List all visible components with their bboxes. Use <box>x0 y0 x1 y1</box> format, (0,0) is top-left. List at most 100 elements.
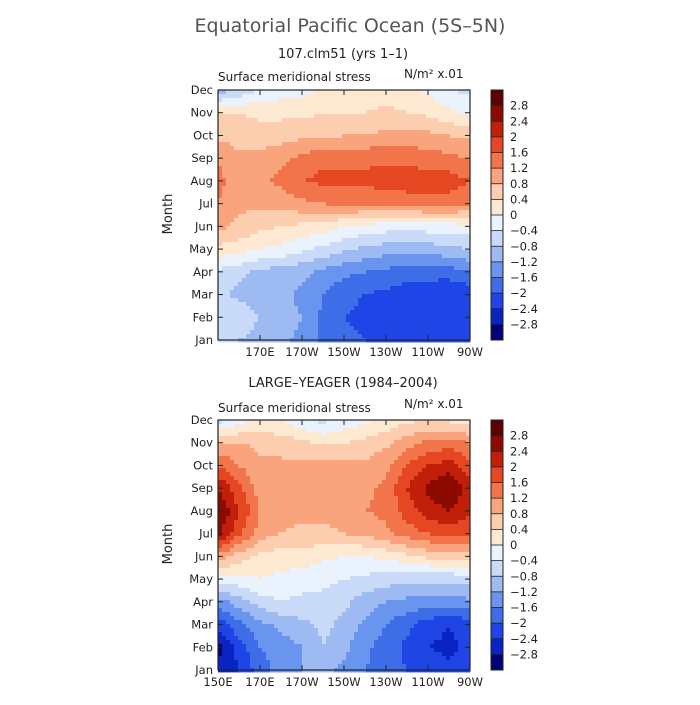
contour-cell <box>450 270 454 274</box>
contour-cell <box>386 468 390 472</box>
contour-cell <box>246 428 250 432</box>
contour-cell <box>258 162 262 166</box>
contour-cell <box>238 322 242 326</box>
contour-cell <box>318 444 322 448</box>
contour-cell <box>446 118 450 122</box>
contour-cell <box>218 476 222 480</box>
contour-cell <box>454 142 458 146</box>
contour-cell <box>346 182 350 186</box>
contour-cell <box>374 222 378 226</box>
contour-cell <box>258 294 262 298</box>
contour-cell <box>362 238 366 242</box>
contour-cell <box>370 106 374 110</box>
contour-cell <box>334 310 338 314</box>
contour-cell <box>418 122 422 126</box>
contour-cell <box>266 238 270 242</box>
contour-cell <box>246 234 250 238</box>
contour-cell <box>442 98 446 102</box>
contour-cell <box>442 290 446 294</box>
contour-cell <box>346 286 350 290</box>
contour-cell <box>306 258 310 262</box>
contour-cell <box>326 448 330 452</box>
contour-cell <box>230 118 234 122</box>
contour-cell <box>342 432 346 436</box>
contour-cell <box>422 294 426 298</box>
contour-cell <box>402 202 406 206</box>
contour-cell <box>302 90 306 94</box>
contour-cell <box>330 428 334 432</box>
contour-cell <box>246 194 250 198</box>
contour-cell <box>230 440 234 444</box>
contour-cell <box>286 424 290 428</box>
contour-cell <box>410 306 414 310</box>
contour-cell <box>366 230 370 234</box>
contour-cell <box>402 456 406 460</box>
contour-cell <box>438 444 442 448</box>
contour-cell <box>262 302 266 306</box>
contour-cell <box>222 114 226 118</box>
contour-cell <box>238 106 242 110</box>
contour-cell <box>222 210 226 214</box>
contour-cell <box>362 218 366 222</box>
contour-cell <box>310 294 314 298</box>
contour-cell <box>458 130 462 134</box>
contour-cell <box>378 138 382 142</box>
contour-cell <box>270 222 274 226</box>
contour-cell <box>438 98 442 102</box>
contour-cell <box>454 444 458 448</box>
contour-cell <box>350 444 354 448</box>
contour-cell <box>366 282 370 286</box>
contour-cell <box>406 334 410 338</box>
contour-cell <box>222 278 226 282</box>
contour-cell <box>226 126 230 130</box>
contour-cell <box>270 436 274 440</box>
contour-cell <box>442 322 446 326</box>
contour-cell <box>422 456 426 460</box>
contour-cell <box>450 90 454 94</box>
contour-cell <box>378 234 382 238</box>
contour-cell <box>318 122 322 126</box>
contour-cell <box>294 206 298 210</box>
contour-cell <box>346 150 350 154</box>
contour-cell <box>442 242 446 246</box>
contour-cell <box>262 98 266 102</box>
contour-cell <box>394 270 398 274</box>
main-title: Equatorial Pacific Ocean (5S–5N) <box>195 15 506 37</box>
contour-cell <box>326 158 330 162</box>
contour-cell <box>250 330 254 334</box>
contour-cell <box>278 98 282 102</box>
contour-cell <box>310 134 314 138</box>
contour-cell <box>370 134 374 138</box>
contour-cell <box>338 452 342 456</box>
contour-cell <box>338 274 342 278</box>
contour-cell <box>222 262 226 266</box>
contour-cell <box>382 286 386 290</box>
contour-cell <box>222 246 226 250</box>
contour-cell <box>378 94 382 98</box>
contour-cell <box>378 322 382 326</box>
contour-cell <box>374 230 378 234</box>
contour-cell <box>274 242 278 246</box>
contour-cell <box>374 206 378 210</box>
contour-cell <box>418 194 422 198</box>
contour-cell <box>366 464 370 468</box>
contour-cell <box>342 102 346 106</box>
contour-cell <box>234 130 238 134</box>
contour-cell <box>362 130 366 134</box>
contour-cell <box>238 468 242 472</box>
contour-cell <box>362 110 366 114</box>
contour-cell <box>270 282 274 286</box>
contour-cell <box>398 214 402 218</box>
contour-cell <box>318 306 322 310</box>
contour-cell <box>434 198 438 202</box>
contour-cell <box>246 238 250 242</box>
contour-cell <box>382 206 386 210</box>
contour-cell <box>398 118 402 122</box>
contour-cell <box>282 298 286 302</box>
contour-cell <box>410 98 414 102</box>
contour-cell <box>326 432 330 436</box>
contour-cell <box>438 194 442 198</box>
contour-cell <box>322 306 326 310</box>
contour-cell <box>274 230 278 234</box>
contour-cell <box>394 186 398 190</box>
